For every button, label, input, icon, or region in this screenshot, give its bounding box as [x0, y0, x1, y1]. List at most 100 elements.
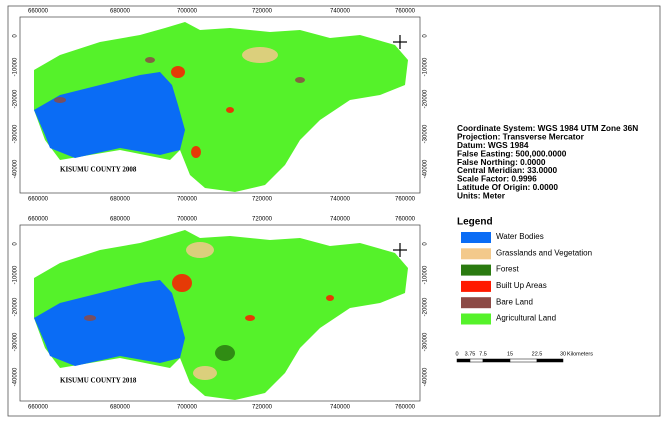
y-coordinate-label: -20000 — [13, 297, 19, 316]
info-line: Scale Factor: 0.9996 — [457, 174, 537, 184]
legend-label: Water Bodies — [496, 232, 544, 241]
map-panel: 660000 660000 680000 680000 700000 700000 7200… — [13, 217, 429, 411]
land-cover-patch — [145, 57, 155, 63]
scale-bar: 0 3.75 7.5 15 22.5 30 Kilometers — [455, 351, 593, 363]
legend-label: Agricultural Land — [496, 314, 556, 323]
y-coordinate-label: -10000 — [423, 265, 429, 284]
info-line: Datum: WGS 1984 — [457, 140, 529, 150]
water-body — [34, 72, 185, 158]
y-coordinate-label: 0 — [13, 34, 19, 38]
scale-segment — [456, 358, 471, 363]
info-line: Latitude Of Origin: 0.0000 — [457, 182, 558, 192]
land-cover-patch — [295, 77, 305, 83]
y-coordinate-label: -20000 — [13, 89, 19, 108]
x-coordinate-label: 660000 — [28, 217, 49, 223]
x-coordinate-label: 740000 — [330, 9, 351, 15]
x-coordinate-label: 760000 — [395, 9, 416, 15]
x-coordinate-label: 680000 — [110, 9, 131, 15]
y-coordinate-label: 0 — [423, 34, 429, 38]
info-line: Central Meridian: 33.0000 — [457, 165, 557, 175]
land-cover-patch — [54, 97, 66, 103]
map-title: KISUMU COUNTY 2008 — [60, 166, 137, 174]
land-cover-patch — [191, 146, 201, 158]
scale-label: 3.75 — [465, 351, 476, 357]
info-line: Coordinate System: WGS 1984 UTM Zone 36N — [457, 123, 638, 133]
water-body — [34, 280, 185, 366]
y-coordinate-label: -10000 — [13, 265, 19, 284]
x-coordinate-label: 680000 — [110, 217, 131, 223]
x-coordinate-label: 700000 — [177, 9, 198, 15]
y-coordinate-label: -30000 — [423, 332, 429, 351]
legend-label: Bare Land — [496, 297, 533, 306]
legend-swatch — [461, 280, 491, 292]
y-coordinate-label: -40000 — [423, 159, 429, 178]
x-coordinate-label: 740000 — [330, 197, 351, 203]
x-coordinate-label: 660000 — [28, 9, 49, 15]
land-cover-patch — [193, 366, 217, 380]
coordinate-info: Coordinate System: WGS 1984 UTM Zone 36N… — [457, 123, 638, 200]
scale-segment — [482, 358, 511, 363]
x-coordinate-label: 720000 — [252, 9, 273, 15]
scale-segment — [536, 358, 564, 363]
info-line: Units: Meter — [457, 190, 506, 200]
scale-label: 30 — [560, 351, 566, 357]
land-cover-patch — [245, 315, 255, 321]
y-coordinate-label: -10000 — [13, 57, 19, 76]
legend-label: Built Up Areas — [496, 281, 547, 290]
y-coordinate-label: 0 — [423, 242, 429, 246]
x-coordinate-label: 740000 — [330, 217, 351, 223]
outer-frame — [7, 5, 661, 417]
x-coordinate-label: 660000 — [28, 197, 49, 203]
y-coordinate-label: -40000 — [13, 159, 19, 178]
x-coordinate-label: 700000 — [177, 405, 198, 411]
x-coordinate-label: 720000 — [252, 197, 273, 203]
scale-segment — [509, 358, 538, 363]
y-coordinate-label: 0 — [13, 242, 19, 246]
x-coordinate-label: 680000 — [110, 405, 131, 411]
y-coordinate-label: -40000 — [13, 367, 19, 386]
legend-swatch — [461, 297, 491, 309]
y-coordinate-label: -10000 — [423, 57, 429, 76]
scale-label: 0 — [455, 351, 458, 357]
x-coordinate-label: 760000 — [395, 405, 416, 411]
land-cover-patch — [326, 295, 334, 301]
scale-label: 7.5 — [479, 351, 487, 357]
info-line: False Easting: 500,000.0000 — [457, 148, 567, 158]
y-coordinate-label: -20000 — [423, 297, 429, 316]
x-coordinate-label: 660000 — [28, 405, 49, 411]
x-coordinate-label: 760000 — [395, 197, 416, 203]
x-coordinate-label: 760000 — [395, 217, 416, 223]
x-coordinate-label: 700000 — [177, 197, 198, 203]
y-coordinate-label: -20000 — [423, 89, 429, 108]
x-coordinate-label: 700000 — [177, 217, 198, 223]
legend-swatch — [461, 232, 491, 243]
land-cover-patch — [172, 274, 192, 292]
y-coordinate-label: -30000 — [13, 124, 19, 143]
y-coordinate-label: -40000 — [423, 367, 429, 386]
y-coordinate-label: -30000 — [423, 124, 429, 143]
info-line: False Northing: 0.0000 — [457, 157, 546, 167]
north-arrow — [393, 243, 407, 257]
land-cover-patch — [171, 66, 185, 78]
scale-label: 15 — [507, 351, 513, 357]
legend-label: Grasslands and Vegetation — [496, 248, 592, 257]
map-title: KISUMU COUNTY 2018 — [60, 377, 137, 385]
maps: 660000 660000 680000 680000 700000 700000 7200… — [13, 9, 429, 411]
scale-unit: Kilometers — [567, 351, 593, 357]
x-coordinate-label: 680000 — [110, 197, 131, 203]
legend-title: Legend — [457, 217, 493, 228]
north-arrow — [393, 35, 407, 49]
x-coordinate-label: 740000 — [330, 405, 351, 411]
land-cover-patch — [215, 345, 235, 361]
legend-label: Forest — [496, 265, 519, 274]
land-cover-patch — [84, 315, 96, 321]
legend-swatch — [461, 313, 491, 325]
land-cover-patch — [226, 107, 234, 113]
x-coordinate-label: 720000 — [252, 405, 273, 411]
legend-swatch — [461, 264, 491, 276]
y-coordinate-label: -30000 — [13, 332, 19, 351]
legend-swatch — [461, 248, 491, 260]
land-cover-patch — [186, 242, 214, 258]
